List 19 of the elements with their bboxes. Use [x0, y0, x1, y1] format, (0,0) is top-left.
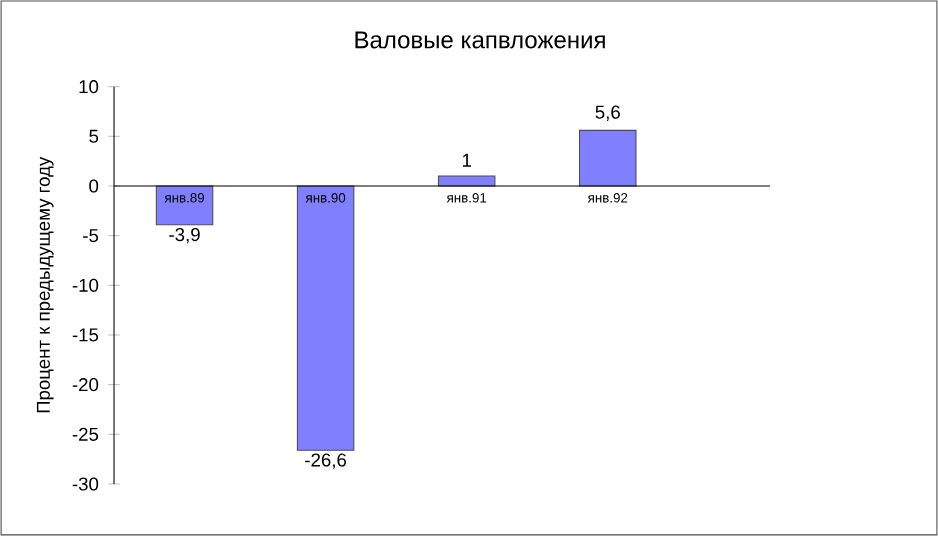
y-tick-label: -20	[72, 378, 99, 392]
y-axis-title: Процент к предыдущему году	[36, 156, 54, 413]
y-tick-label: -30	[72, 477, 99, 491]
bar	[437, 175, 496, 187]
chart-title: Валовые капвложения	[355, 31, 605, 49]
y-tick-label: -5	[83, 229, 99, 243]
data-label: 5,6	[595, 105, 620, 121]
y-tick-label: -10	[72, 278, 99, 292]
y-tick-label: 0	[89, 179, 99, 193]
data-label: -26,6	[305, 453, 347, 469]
bar	[579, 129, 637, 187]
data-label: 1	[462, 153, 471, 167]
y-tick-label: 5	[89, 129, 99, 143]
data-label: -3,9	[169, 227, 200, 244]
y-tick-label: -15	[72, 328, 99, 342]
bar	[155, 185, 214, 226]
y-tick-label: -25	[72, 427, 99, 441]
bar	[296, 185, 355, 451]
y-tick-label: 10	[79, 80, 99, 94]
